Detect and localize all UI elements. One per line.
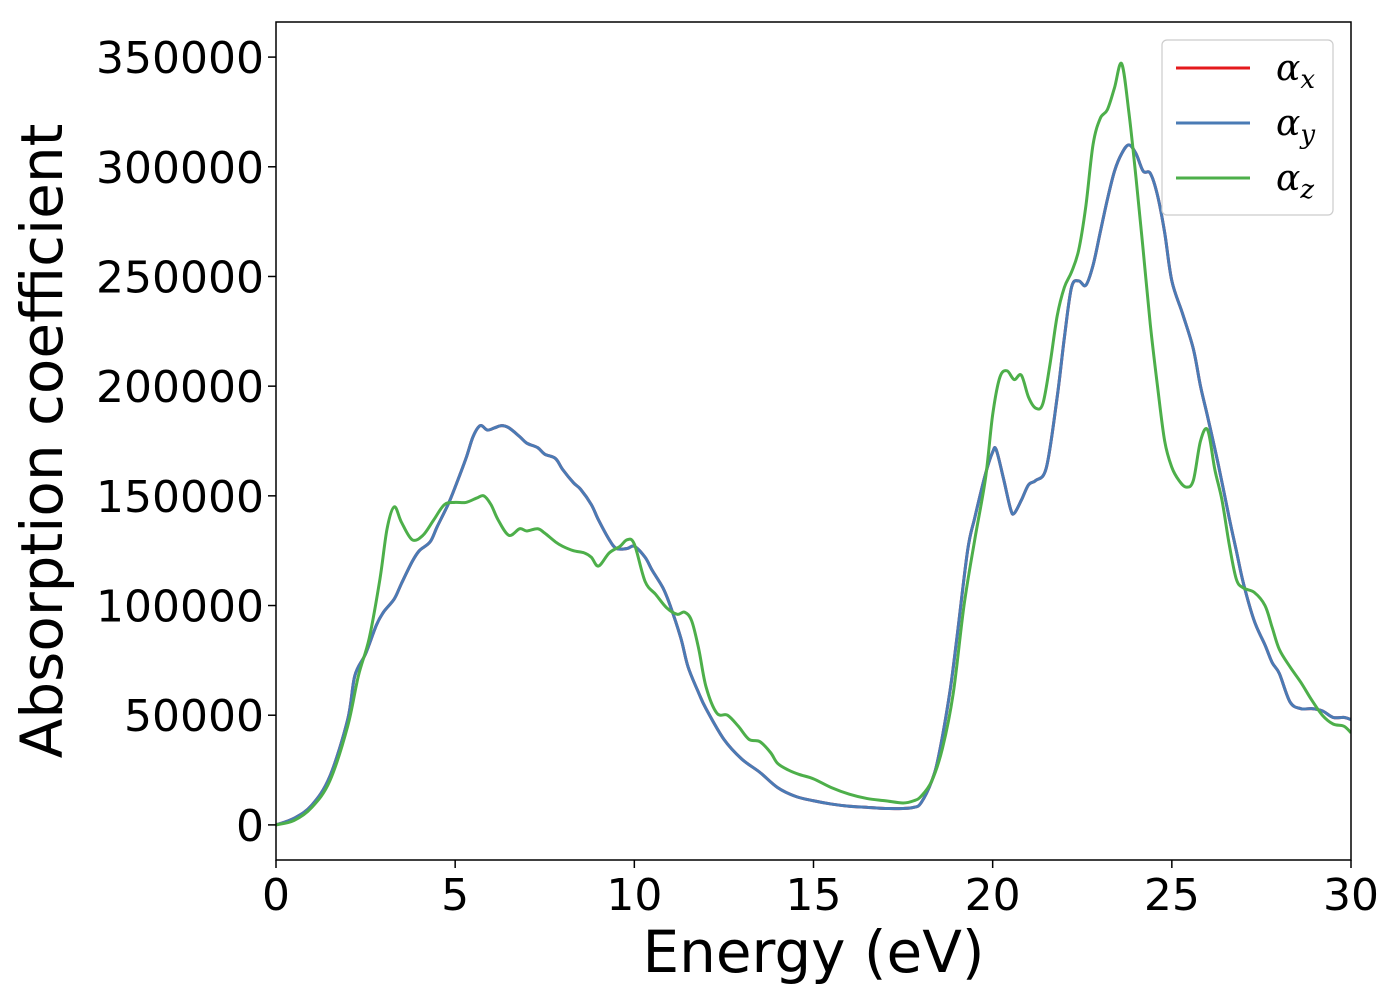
x-axis-title: Energy (eV) — [642, 918, 984, 986]
x-tick-label: 15 — [786, 870, 842, 921]
x-tick-label: 20 — [965, 870, 1021, 921]
y-tick-label: 300000 — [96, 143, 264, 194]
legend-box — [1161, 39, 1334, 216]
y-tick-label: 50000 — [124, 691, 264, 742]
x-tick-label: 5 — [441, 870, 469, 921]
x-tick-label: 10 — [606, 870, 662, 921]
series-layer — [276, 61, 1351, 827]
x-tick-label: 0 — [262, 870, 290, 921]
y-tick-label: 200000 — [96, 362, 264, 413]
y-axis-ticks: 0 50000 100000 150000 200000 250000 300000 3500… — [96, 33, 276, 852]
y-tick-label: 250000 — [96, 252, 264, 303]
series-line-alpha-z — [276, 61, 1351, 827]
series-line-alpha-y — [276, 143, 1351, 827]
y-tick-label: 100000 — [96, 582, 264, 633]
y-tick-label: 150000 — [96, 472, 264, 523]
x-tick-label: 25 — [1144, 870, 1200, 921]
y-axis-title: Absorption coefficient — [8, 124, 76, 759]
y-tick-label: 0 — [236, 801, 264, 852]
x-tick-label: 30 — [1323, 870, 1379, 921]
x-axis-ticks: 0 5 10 15 20 25 30 — [262, 860, 1379, 921]
y-tick-label: 350000 — [96, 33, 264, 84]
